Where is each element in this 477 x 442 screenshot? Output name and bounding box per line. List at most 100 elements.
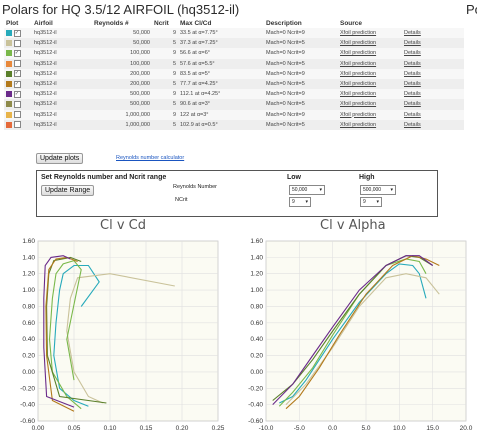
plot-checkbox[interactable]: ✓ bbox=[13, 70, 21, 78]
airfoil-cell: hq3512-il bbox=[32, 89, 92, 100]
max-clcd-cell: 90.6 at α=3° bbox=[178, 99, 264, 110]
plot-checkbox[interactable]: ✓ bbox=[13, 49, 21, 57]
y-tick-label: 1.00 bbox=[22, 287, 35, 294]
max-clcd-cell: 57.6 at α=5.5° bbox=[178, 58, 264, 69]
table-row: ✓ hq3512-il 200,000 9 83.5 at α=5° Mach=0 Ncr… bbox=[4, 68, 464, 79]
description-cell: Mach=0 Ncrit=9 bbox=[264, 68, 338, 79]
details-link[interactable]: Details bbox=[402, 48, 464, 59]
col-description: Description bbox=[266, 19, 302, 27]
description-cell: Mach=0 Ncrit=5 bbox=[264, 38, 338, 49]
plot-cell: ✓ bbox=[4, 89, 32, 100]
source-link[interactable]: Xfoil prediction bbox=[338, 28, 402, 39]
y-tick-label: 1.60 bbox=[22, 238, 35, 245]
description-cell: Mach=0 Ncrit=5 bbox=[264, 99, 338, 110]
details-link[interactable]: Details bbox=[402, 68, 464, 79]
col-reynolds: Reynolds # bbox=[94, 19, 129, 27]
col-details bbox=[402, 18, 464, 28]
ncrit-high-select[interactable]: 9 ▾ bbox=[360, 197, 382, 207]
y-tick-label: -0.20 bbox=[20, 385, 35, 392]
reynolds-cell: 50,000 bbox=[92, 38, 152, 49]
plot-checkbox[interactable] bbox=[13, 100, 21, 108]
series-line bbox=[272, 255, 434, 405]
col-airfoil: Airfoil bbox=[34, 19, 53, 27]
plot-cell bbox=[4, 119, 32, 130]
y-tick-label: 0.00 bbox=[22, 369, 35, 376]
reynolds-high-value: 500,000 bbox=[363, 187, 382, 193]
plot-checkbox[interactable]: ✓ bbox=[13, 80, 21, 88]
reynolds-calculator-link[interactable]: Reynolds number calculator bbox=[116, 155, 185, 161]
max-clcd-cell: 33.5 at α=7.75° bbox=[178, 28, 264, 39]
series-color-swatch bbox=[6, 40, 12, 47]
reynolds-low-value: 50,000 bbox=[292, 187, 308, 193]
series-color-swatch bbox=[6, 121, 12, 128]
plot-checkbox[interactable]: ✓ bbox=[13, 90, 21, 98]
update-plots-button[interactable]: Update plots bbox=[36, 153, 84, 164]
source-link[interactable]: Xfoil prediction bbox=[338, 89, 402, 100]
details-link[interactable]: Details bbox=[402, 89, 464, 100]
reynolds-cell: 100,000 bbox=[92, 58, 152, 69]
airfoil-cell: hq3512-il bbox=[32, 38, 92, 49]
reynolds-number-label: Reynolds Number bbox=[173, 184, 218, 190]
description-cell: Mach=0 Ncrit=5 bbox=[264, 119, 338, 130]
plot-checkbox[interactable] bbox=[13, 121, 21, 129]
airfoil-cell: hq3512-il bbox=[32, 78, 92, 90]
details-link[interactable]: Details bbox=[402, 119, 464, 130]
max-clcd-cell: 83.5 at α=5° bbox=[178, 68, 264, 79]
chevron-down-icon: ▾ bbox=[376, 199, 379, 205]
polars-table: Plot Airfoil Reynolds # Ncrit Max Cl/Cd … bbox=[4, 18, 464, 130]
y-tick-label: 0.60 bbox=[250, 320, 263, 327]
y-tick-label: 1.60 bbox=[250, 238, 263, 245]
cl-cd-chart: 1.60 1.40 1.20 1.00 0.80 0.60 0.40 0.20 0.00 -0.2… bbox=[20, 238, 225, 432]
update-range-button[interactable]: Update Range bbox=[41, 185, 95, 196]
source-link[interactable]: Xfoil prediction bbox=[338, 99, 402, 110]
source-link[interactable]: Xfoil prediction bbox=[338, 58, 402, 69]
x-tick-label: 0.0 bbox=[328, 425, 337, 432]
details-link[interactable]: Details bbox=[402, 99, 464, 110]
details-link[interactable]: Details bbox=[402, 38, 464, 49]
plot-cell: ✓ bbox=[4, 28, 32, 39]
plot-cell: ✓ bbox=[4, 68, 32, 79]
reynolds-low-select[interactable]: 50,000 ▾ bbox=[289, 185, 325, 195]
ncrit-low-select[interactable]: 9 ▾ bbox=[289, 197, 311, 207]
reynolds-cell: 200,000 bbox=[92, 68, 152, 79]
source-link[interactable]: Xfoil prediction bbox=[338, 109, 402, 120]
plot-checkbox[interactable]: ✓ bbox=[13, 29, 21, 37]
y-tick-label: 0.20 bbox=[22, 353, 35, 360]
range-title: Set Reynolds number and Ncrit range bbox=[41, 174, 167, 181]
plot-checkbox[interactable] bbox=[13, 60, 21, 68]
ncrit-cell: 9 bbox=[152, 109, 178, 120]
airfoil-cell: hq3512-il bbox=[32, 48, 92, 59]
series-color-swatch bbox=[6, 50, 12, 57]
description-cell: Mach=0 Ncrit=9 bbox=[264, 28, 338, 39]
ncrit-cell: 9 bbox=[152, 48, 178, 59]
chart-title-cl-alpha: Cl v Alpha bbox=[320, 218, 386, 233]
ncrit-high-value: 9 bbox=[363, 199, 366, 205]
details-link[interactable]: Details bbox=[402, 28, 464, 39]
details-link[interactable]: Details bbox=[402, 58, 464, 69]
source-link[interactable]: Xfoil prediction bbox=[338, 38, 402, 49]
plot-checkbox[interactable] bbox=[13, 39, 21, 47]
reynolds-high-select[interactable]: 500,000 ▾ bbox=[360, 185, 396, 195]
ncrit-cell: 9 bbox=[152, 68, 178, 79]
plot-cell bbox=[4, 58, 32, 69]
plot-checkbox[interactable] bbox=[13, 111, 21, 119]
source-link[interactable]: Xfoil prediction bbox=[338, 68, 402, 79]
x-tick-label: -10.0 bbox=[259, 425, 274, 432]
source-link[interactable]: Xfoil prediction bbox=[338, 119, 402, 130]
y-tick-label: 1.00 bbox=[250, 287, 263, 294]
source-link[interactable]: Xfoil prediction bbox=[338, 48, 402, 59]
ncrit-cell: 9 bbox=[152, 89, 178, 100]
x-tick-label: 0.15 bbox=[140, 425, 153, 432]
chevron-down-icon: ▾ bbox=[319, 187, 322, 193]
max-clcd-cell: 122 at α=3° bbox=[178, 109, 264, 120]
chevron-down-icon: ▾ bbox=[305, 199, 308, 205]
source-link[interactable]: Xfoil prediction bbox=[338, 78, 402, 90]
details-link[interactable]: Details bbox=[402, 78, 464, 90]
description-cell: Mach=0 Ncrit=5 bbox=[264, 58, 338, 69]
plot-cell bbox=[4, 99, 32, 110]
details-link[interactable]: Details bbox=[402, 109, 464, 120]
series-line bbox=[66, 273, 175, 404]
series-color-swatch bbox=[6, 30, 12, 37]
page-title: Polars for HQ 3.5/12 AIRFOIL (hq3512-il) bbox=[2, 2, 240, 17]
series-color-swatch bbox=[6, 81, 12, 88]
